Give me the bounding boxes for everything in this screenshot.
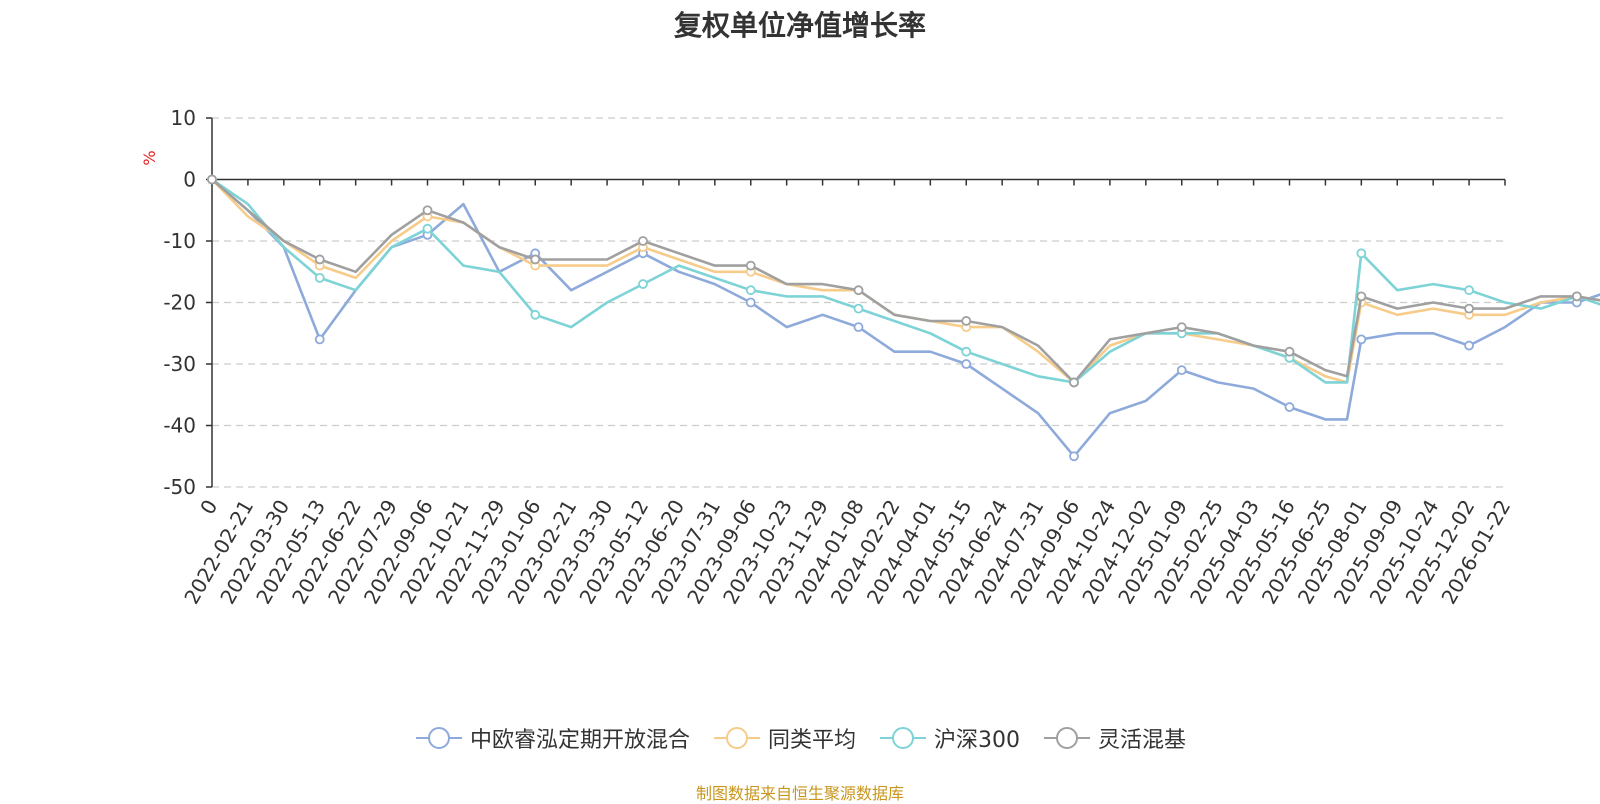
data-point [1069,451,1079,462]
data-point [853,303,864,314]
legend-label: 沪深300 [934,728,1020,753]
legend-label: 同类平均 [767,728,856,753]
y-tick-label: -50 [163,475,196,499]
series-lines [207,174,1600,462]
data-point [961,316,972,326]
legend-label: 中欧睿泓定期开放混合 [469,728,690,753]
legend-item[interactable]: 同类平均 [712,722,856,754]
data-point [1284,346,1295,357]
data-point [1176,365,1187,376]
data-point [745,260,756,271]
data-point [638,279,648,289]
series-line [211,178,1600,384]
x-tick-label: 0 [195,496,222,519]
data-point [422,223,433,234]
tick-labels: 100-10-20-30-40-50%02022-02-212022-03-30… [140,106,1515,608]
series-line [211,178,1600,458]
data-point [314,254,325,265]
data-point [314,272,325,283]
grid-lines [212,117,1505,488]
legend-marker-icon [1044,727,1090,749]
y-tick-label: -20 [163,291,196,315]
data-point [1464,340,1474,351]
data-point [745,297,756,308]
legend-marker-icon [880,727,926,749]
legend-marker-icon [415,727,462,749]
data-point [1571,291,1582,302]
legend: 中欧睿泓定期开放混合 同类平均 沪深300 灵活混基 [0,722,1600,754]
y-tick-label: -30 [163,352,196,376]
data-point [1356,334,1367,345]
legend-marker-icon [713,727,760,749]
data-point [1069,377,1079,388]
data-point [745,285,756,296]
data-point [1464,303,1474,314]
data-point [207,174,217,185]
data-point [961,346,972,357]
data-point [530,309,541,320]
y-tick-label: -10 [163,229,196,253]
data-point [530,254,541,265]
source-note: 制图数据来自恒生聚源数据库 [695,784,904,803]
legend-item[interactable]: 沪深300 [878,722,1020,754]
y-tick-label: -40 [163,414,196,438]
y-tick-label: 10 [171,106,196,130]
data-point [314,334,325,345]
data-point [961,359,972,369]
data-point [1464,285,1474,296]
data-point [422,205,433,216]
data-point [1356,248,1367,259]
legend-item[interactable]: 中欧睿泓定期开放混合 [414,722,690,754]
y-axis-unit: % [140,150,159,165]
legend-label: 灵活混基 [1098,728,1187,753]
legend-item[interactable]: 灵活混基 [1042,722,1186,754]
series-line [211,178,1600,384]
data-point [1284,402,1295,412]
data-point [1356,291,1367,302]
data-point [1176,322,1187,333]
y-tick-label: 0 [183,168,196,192]
data-point [853,322,864,333]
data-point [638,236,648,246]
data-point [853,285,864,296]
chart-title: 复权单位净值增长率 [673,9,926,42]
